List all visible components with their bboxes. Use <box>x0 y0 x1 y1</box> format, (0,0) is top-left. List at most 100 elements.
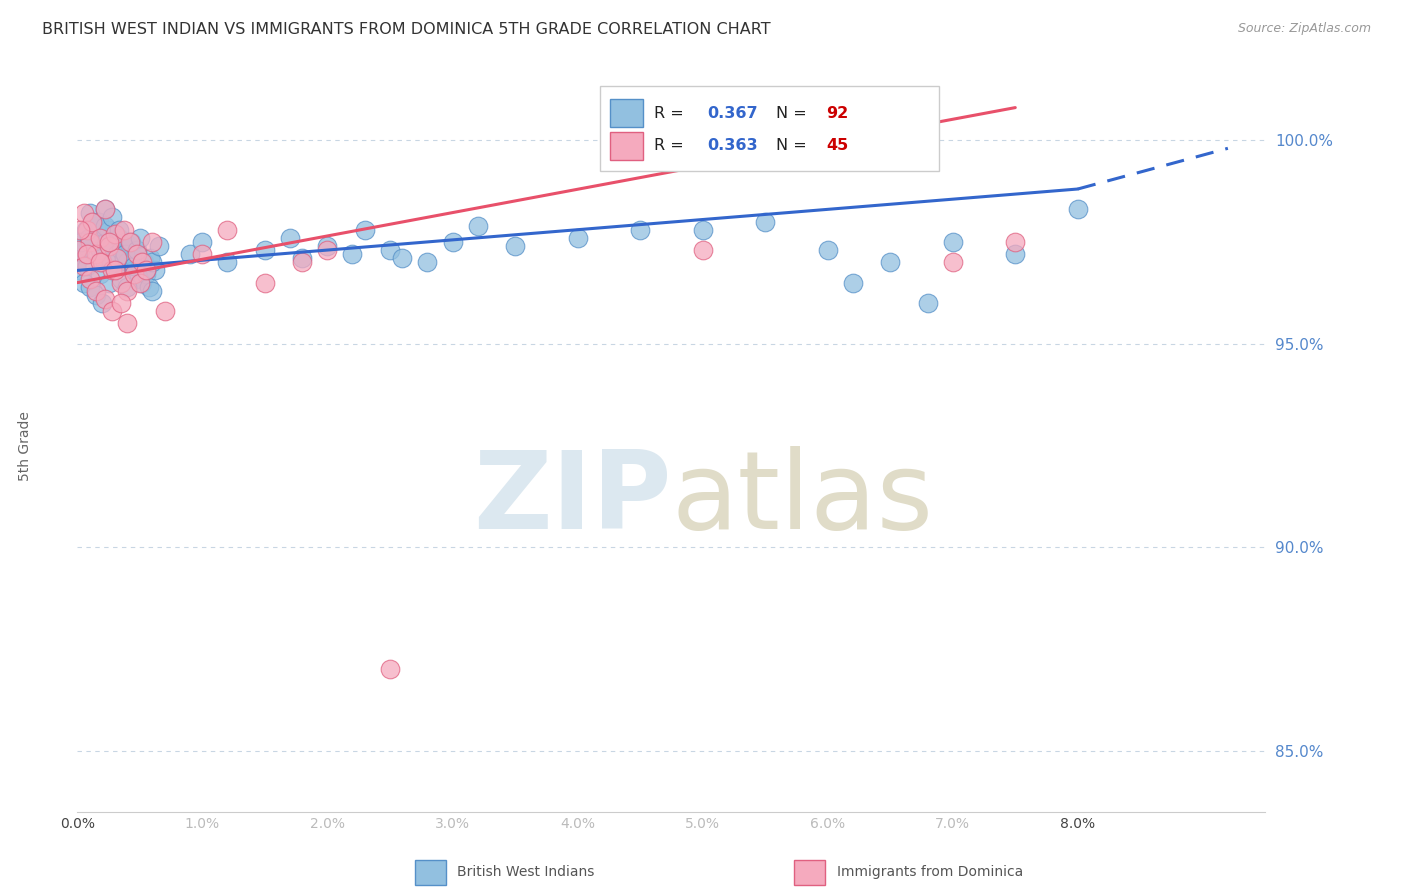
Point <box>416 255 439 269</box>
Point <box>82 214 104 228</box>
Point <box>79 235 101 249</box>
Point <box>141 284 163 298</box>
Point <box>291 255 314 269</box>
Point <box>72 276 94 290</box>
Point <box>120 235 142 249</box>
Point <box>112 223 135 237</box>
Point <box>135 268 157 282</box>
Text: N =: N = <box>776 138 811 153</box>
Point <box>117 316 139 330</box>
Point <box>110 243 132 257</box>
Point <box>128 276 150 290</box>
Point <box>104 227 127 241</box>
Point <box>97 235 120 249</box>
Point <box>114 235 136 249</box>
Text: R =: R = <box>654 105 689 120</box>
Point <box>89 255 111 269</box>
Point <box>148 239 170 253</box>
Point <box>94 219 117 233</box>
Point <box>125 271 148 285</box>
Point <box>692 223 714 237</box>
Point <box>354 223 377 237</box>
Point <box>117 284 139 298</box>
Point <box>114 247 136 261</box>
Point <box>94 235 117 249</box>
Point <box>94 202 117 217</box>
Point <box>79 271 101 285</box>
Point <box>97 223 120 237</box>
Point <box>89 268 111 282</box>
Point <box>467 219 489 233</box>
Point <box>378 662 401 676</box>
Point <box>628 223 651 237</box>
Point <box>141 255 163 269</box>
Point <box>84 219 107 233</box>
Text: atlas: atlas <box>672 446 934 552</box>
Point <box>138 279 160 293</box>
Point <box>316 239 339 253</box>
Point <box>917 296 939 310</box>
Point <box>101 304 124 318</box>
Point <box>120 263 142 277</box>
Point <box>128 231 150 245</box>
Point <box>83 247 105 261</box>
Point <box>217 255 239 269</box>
Point <box>139 251 162 265</box>
Point <box>112 251 135 265</box>
Text: 0.367: 0.367 <box>707 105 758 120</box>
Point <box>132 255 155 269</box>
Point <box>105 247 128 261</box>
Bar <box>610 99 643 128</box>
Point <box>82 231 104 245</box>
Point <box>101 211 124 225</box>
Point <box>153 304 176 318</box>
Point <box>503 239 526 253</box>
Point <box>69 243 91 257</box>
Point <box>70 235 93 249</box>
Point <box>441 235 464 249</box>
Point <box>567 231 589 245</box>
Point <box>191 247 214 261</box>
Point <box>66 247 89 261</box>
Point <box>135 263 157 277</box>
Point <box>110 271 132 285</box>
Point <box>131 276 153 290</box>
Text: 0.363: 0.363 <box>707 138 758 153</box>
Point <box>94 292 117 306</box>
Point <box>72 260 94 274</box>
Point <box>253 276 276 290</box>
Point <box>754 214 776 228</box>
Point <box>72 235 94 249</box>
Point <box>291 251 314 265</box>
Point <box>179 247 201 261</box>
Point <box>127 247 149 261</box>
Point <box>942 235 965 249</box>
Text: Immigrants from Dominica: Immigrants from Dominica <box>837 865 1022 880</box>
Point <box>128 260 150 274</box>
Point <box>84 284 107 298</box>
Point <box>104 263 127 277</box>
Point <box>107 231 129 245</box>
Point <box>75 223 97 237</box>
Text: ZIP: ZIP <box>472 446 672 552</box>
Point <box>91 255 114 269</box>
Point <box>89 231 111 245</box>
Text: 92: 92 <box>825 105 848 120</box>
Point <box>342 247 364 261</box>
Text: R =: R = <box>654 138 689 153</box>
Point <box>107 223 129 237</box>
Point <box>100 255 122 269</box>
Point <box>97 276 120 290</box>
Point <box>117 255 139 269</box>
Text: 5th Grade: 5th Grade <box>18 411 32 481</box>
Point <box>110 276 132 290</box>
Point <box>91 251 114 265</box>
Point <box>91 296 114 310</box>
Point <box>82 214 104 228</box>
Point <box>87 214 110 228</box>
Point <box>191 235 214 249</box>
Point <box>127 243 149 257</box>
Point <box>69 223 91 237</box>
Point <box>1004 235 1026 249</box>
Point <box>118 235 141 249</box>
